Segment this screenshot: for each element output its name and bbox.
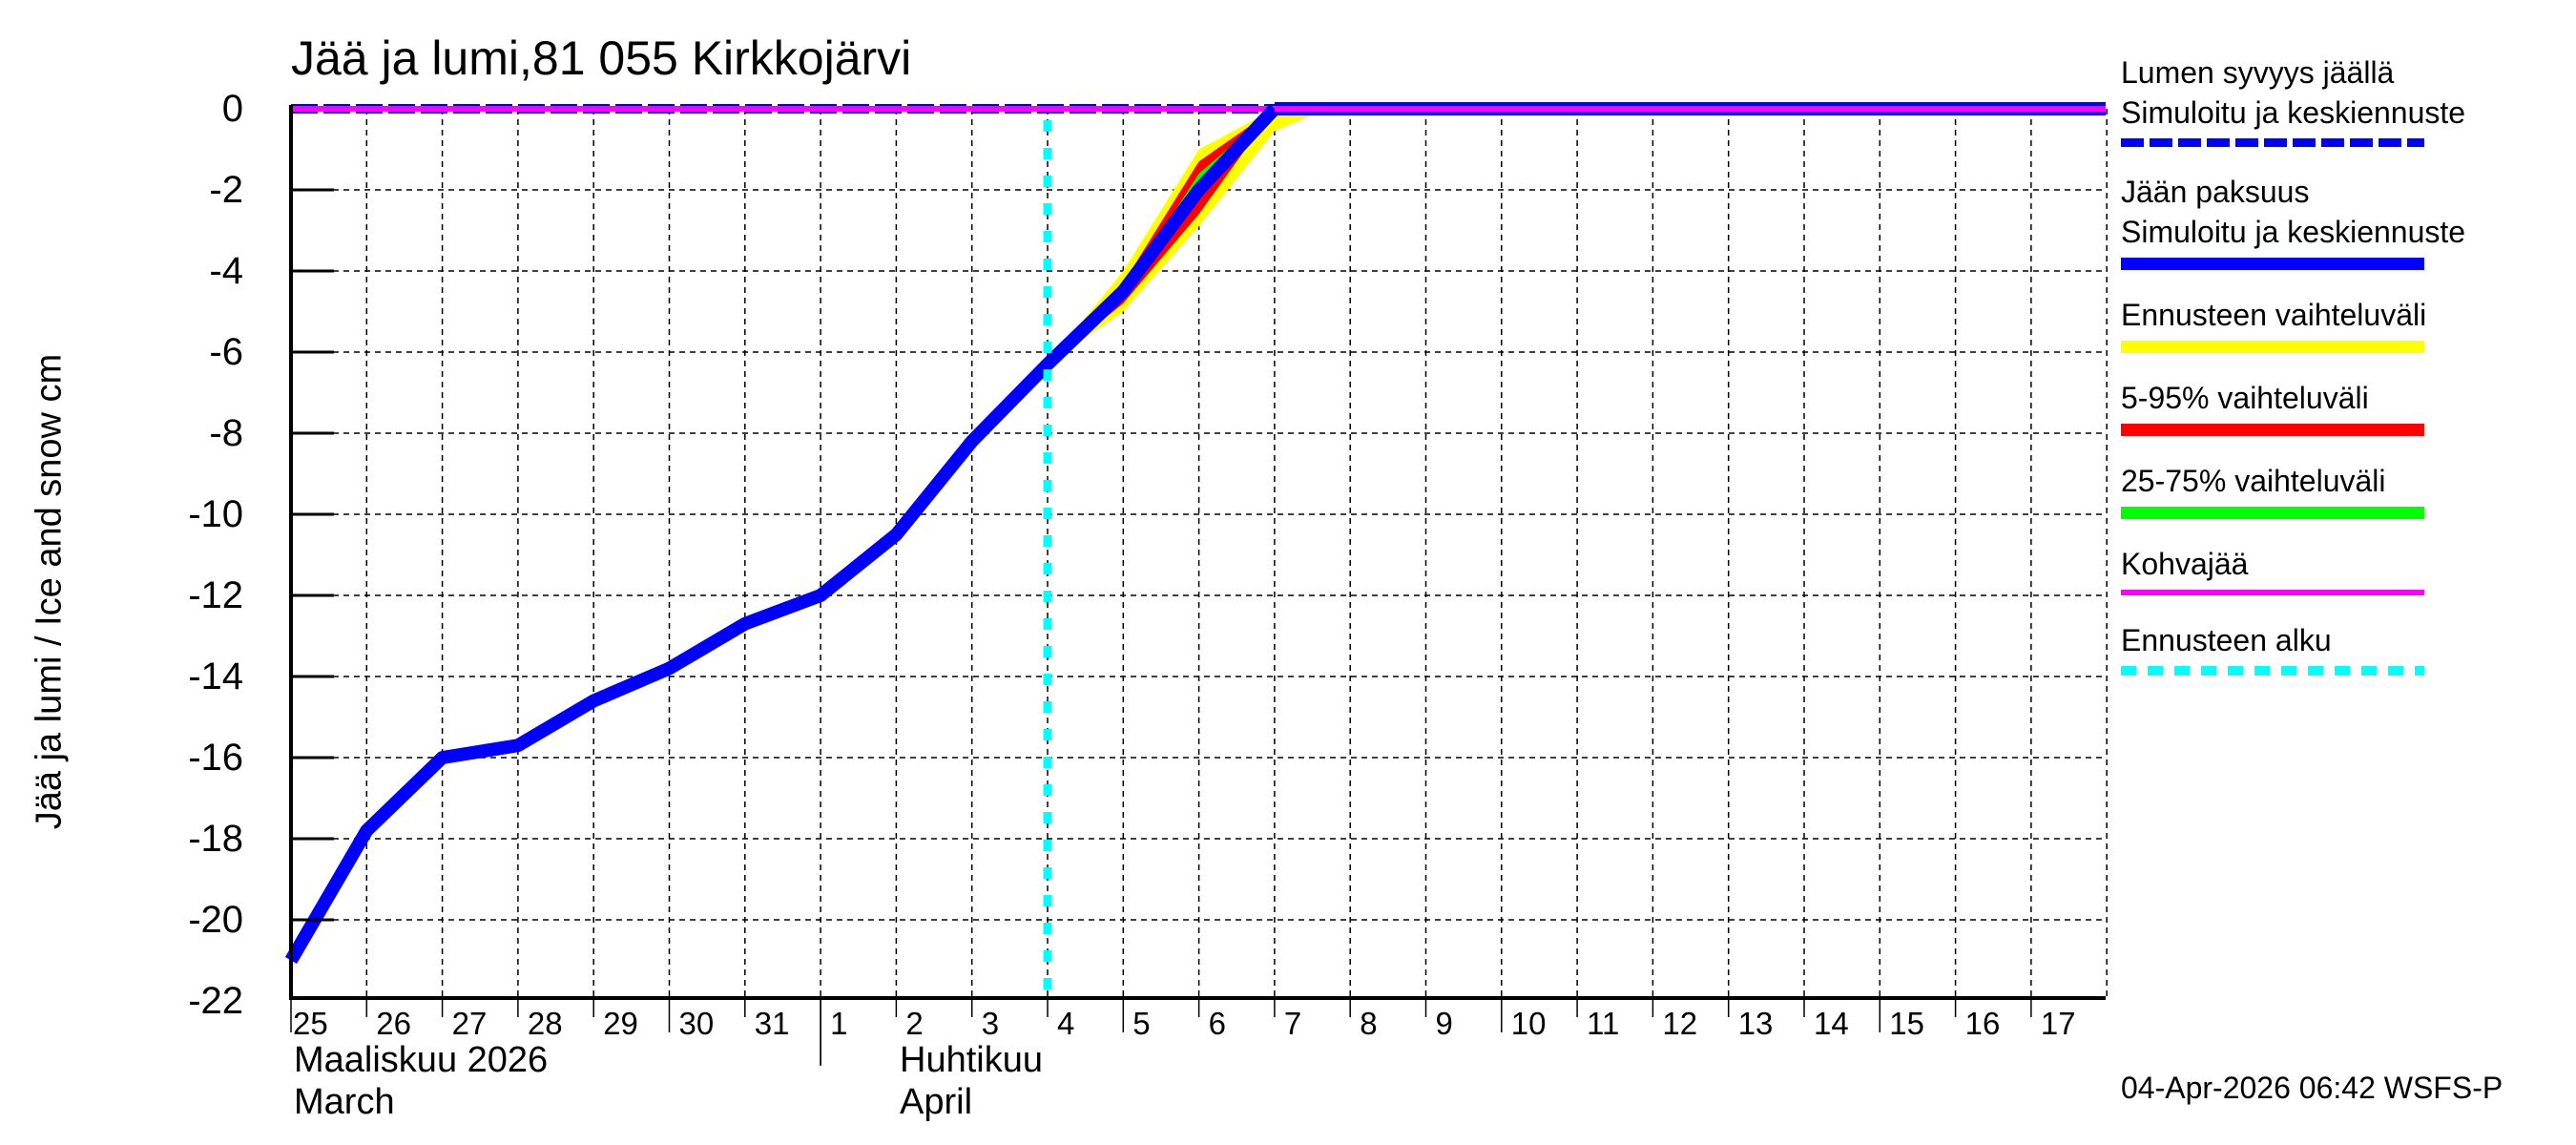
y-tick-label: -6 [209, 331, 243, 373]
legend-swatch-icon [2121, 590, 2424, 595]
y-axis-label: Jää ja lumi / Ice and snow cm [29, 353, 70, 830]
x-tick-label: 30 [678, 1006, 715, 1041]
x-tick-label: 7 [1283, 1006, 1302, 1041]
legend-swatch-icon [2121, 666, 2424, 676]
legend-label: 5-95% vaihteluväli [2121, 381, 2369, 415]
legend-item: Lumen syvyys jäällä Simuloitu ja keskienn… [2121, 52, 2560, 147]
x-tick-label: 11 [1587, 1006, 1620, 1041]
x-tick-label: 26 [376, 1006, 412, 1041]
x-tick-label: 9 [1435, 1006, 1453, 1041]
month-fi: Huhtikuu [900, 1040, 1043, 1080]
x-tick-label: 29 [603, 1006, 638, 1041]
x-tick-label: 12 [1662, 1006, 1698, 1041]
y-tick-label: -18 [188, 818, 243, 860]
y-tick-label: -10 [188, 493, 243, 535]
x-tick-label: 3 [981, 1006, 1000, 1041]
month-fi: Maaliskuu 2026 [294, 1040, 549, 1080]
legend-label: Lumen syvyys jäällä [2121, 55, 2395, 90]
legend-label: 25-75% vaihteluväli [2121, 464, 2386, 498]
y-tick-label: -8 [209, 412, 243, 454]
legend-item: 25-75% vaihteluväli [2121, 461, 2560, 519]
x-tick-label: 5 [1132, 1006, 1151, 1041]
x-tick-label: 17 [2040, 1006, 2076, 1041]
month-label-march: Maaliskuu 2026 March [294, 1040, 548, 1123]
x-tick-label: 2 [905, 1006, 924, 1041]
grid-lines [291, 109, 2108, 998]
x-tick-label: 31 [754, 1006, 790, 1041]
legend-label: Ennusteen vaihteluväli [2121, 298, 2427, 332]
legend-item: Ennusteen alku [2121, 620, 2560, 676]
x-tick-label: 10 [1510, 1006, 1547, 1041]
legend-item: Jään paksuus Simuloitu ja keskiennuste [2121, 172, 2560, 270]
y-tick-label: -2 [209, 169, 243, 211]
chart-title: Jää ja lumi,81 055 Kirkkojärvi [291, 31, 912, 85]
x-tick-label: 14 [1814, 1006, 1849, 1041]
y-tick-label: -14 [188, 656, 243, 697]
legend: Lumen syvyys jäällä Simuloitu ja keskienn… [2121, 52, 2560, 700]
x-tick-label: 6 [1208, 1006, 1226, 1041]
x-tick-label: 25 [293, 1006, 328, 1041]
x-tick-label: 8 [1360, 1006, 1378, 1041]
y-tick-label: -12 [188, 574, 243, 616]
month-en: April [900, 1081, 973, 1122]
legend-item: Ennusteen vaihteluväli [2121, 295, 2560, 353]
y-tick-label: 0 [221, 88, 243, 130]
axes [289, 105, 2106, 1066]
legend-swatch-icon [2121, 138, 2424, 147]
data-lines [284, 102, 2106, 998]
y-tick-label: -16 [188, 737, 243, 779]
legend-item: Kohvajää [2121, 544, 2560, 595]
legend-label: Ennusteen alku [2121, 623, 2332, 657]
x-tick-label: 27 [451, 1006, 488, 1041]
legend-label: Kohvajää [2121, 547, 2249, 581]
y-tick-label: -4 [209, 250, 243, 292]
x-tick-label: 28 [527, 1006, 563, 1041]
legend-swatch-icon [2121, 424, 2424, 436]
x-tick-label: 4 [1057, 1006, 1075, 1041]
month-en: March [294, 1081, 395, 1122]
x-tick-label: 16 [1964, 1006, 2001, 1041]
legend-item: 5-95% vaihteluväli [2121, 378, 2560, 436]
footer-timestamp: 04-Apr-2026 06:42 WSFS-P [2121, 1071, 2503, 1105]
legend-swatch-icon [2121, 258, 2424, 270]
x-tick-label: 1 [830, 1006, 848, 1041]
y-tick-label: -22 [188, 980, 243, 1022]
legend-label: Jään paksuus [2121, 175, 2310, 209]
legend-swatch-icon [2121, 341, 2424, 353]
y-tick-label: -20 [188, 899, 243, 941]
legend-sublabel: Simuloitu ja keskiennuste [2121, 215, 2466, 249]
legend-swatch-icon [2121, 507, 2424, 519]
x-tick-label: 13 [1737, 1006, 1774, 1041]
legend-sublabel: Simuloitu ja keskiennuste [2121, 95, 2466, 130]
month-label-april: Huhtikuu April [900, 1040, 1043, 1123]
x-tick-label: 15 [1889, 1006, 1925, 1041]
